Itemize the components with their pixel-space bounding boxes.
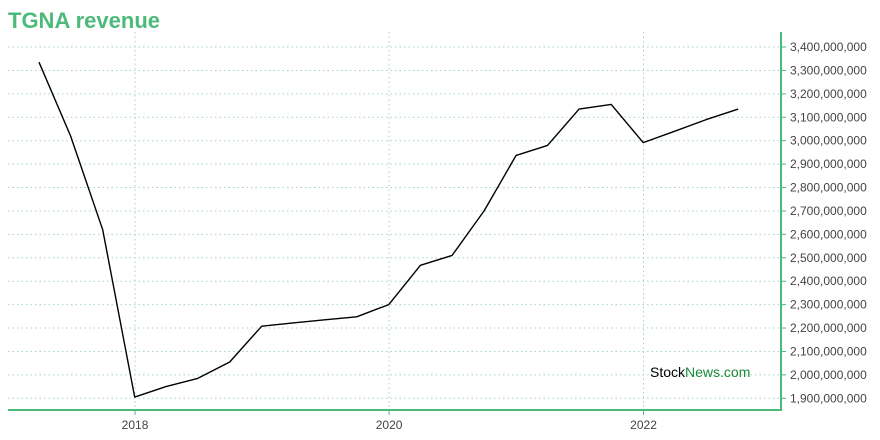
watermark-part-1: Stock [650, 364, 686, 380]
data-point [132, 395, 137, 400]
y-tick-label: 3,400,000,000 [790, 40, 867, 54]
x-tick-label: 2018 [122, 418, 149, 432]
x-tick-label: 2020 [376, 418, 403, 432]
watermark: StockNews.com [650, 364, 750, 380]
x-tick-label: 2022 [630, 418, 657, 432]
grid-lines [8, 32, 781, 410]
y-tick-label: 2,300,000,000 [790, 298, 867, 312]
y-axis-ticks: 1,900,000,000 2,000,000,000 2,100,000,000 2… [781, 40, 867, 405]
data-point [514, 153, 519, 158]
watermark-part-2: News.com [685, 364, 751, 380]
axes [8, 32, 782, 411]
data-point [641, 140, 646, 145]
data-point [259, 324, 264, 329]
data-point [609, 102, 614, 107]
data-point [68, 134, 73, 139]
data-point [545, 143, 550, 148]
data-point [291, 320, 296, 325]
data-point [164, 384, 169, 389]
y-tick-label: 3,300,000,000 [790, 63, 867, 77]
y-tick-label: 3,200,000,000 [790, 87, 867, 101]
data-point [450, 253, 455, 258]
data-point [100, 227, 105, 232]
data-point [322, 317, 327, 322]
data-point [672, 129, 677, 134]
y-tick-label: 2,800,000,000 [790, 181, 867, 195]
y-tick-label: 2,400,000,000 [790, 274, 867, 288]
y-tick-label: 1,900,000,000 [790, 391, 867, 405]
data-point [482, 208, 487, 213]
series-group [36, 60, 741, 400]
y-tick-label: 3,100,000,000 [790, 110, 867, 124]
y-tick-label: 2,700,000,000 [790, 204, 867, 218]
series-line [38, 61, 739, 398]
data-point [227, 359, 232, 364]
data-point [577, 107, 582, 112]
data-point [195, 376, 200, 381]
y-tick-label: 2,000,000,000 [790, 368, 867, 382]
data-point [36, 60, 41, 65]
y-tick-label: 2,500,000,000 [790, 251, 867, 265]
data-point [418, 263, 423, 268]
chart-title: TGNA revenue [8, 8, 161, 33]
x-axis-ticks: 2018 2020 2022 [122, 410, 657, 432]
y-tick-label: 2,900,000,000 [790, 157, 867, 171]
y-tick-label: 2,600,000,000 [790, 227, 867, 241]
y-tick-label: 2,200,000,000 [790, 321, 867, 335]
data-point [736, 107, 741, 112]
y-tick-label: 2,100,000,000 [790, 344, 867, 358]
data-point [386, 302, 391, 307]
data-point [704, 117, 709, 122]
data-point [354, 314, 359, 319]
y-tick-label: 3,000,000,000 [790, 134, 867, 148]
